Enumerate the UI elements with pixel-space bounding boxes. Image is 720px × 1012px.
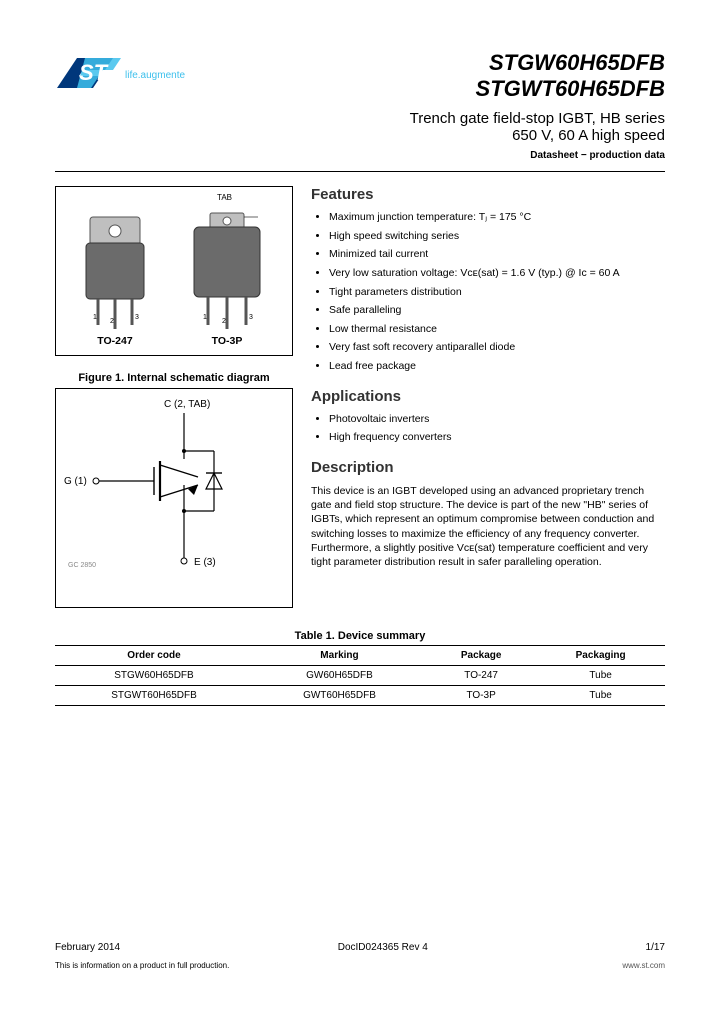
svg-text:ST: ST xyxy=(79,60,109,85)
table-cell: TO-247 xyxy=(426,666,536,686)
table-header-cell: Packaging xyxy=(536,646,665,666)
footer-site: www.st.com xyxy=(622,961,665,970)
footer-page: 1/17 xyxy=(646,942,665,953)
feature-item: Lead free package xyxy=(329,360,665,374)
svg-text:GC 2850: GC 2850 xyxy=(68,562,96,569)
table-cell: STGWT60H65DFB xyxy=(55,686,253,706)
feature-item: Safe paralleling xyxy=(329,304,665,318)
features-heading: Features xyxy=(311,186,665,203)
svg-text:2: 2 xyxy=(222,318,226,325)
header: ST life.augmented STGW60H65DFB STGWT60H6… xyxy=(55,50,665,102)
part-number-2: STGWT60H65DFB xyxy=(476,76,665,102)
right-column: Features Maximum junction temperature: T… xyxy=(311,186,665,608)
table1-caption: Table 1. Device summary xyxy=(55,630,665,642)
feature-item: Low thermal resistance xyxy=(329,323,665,337)
svg-text:1: 1 xyxy=(203,314,207,321)
subtitle-line-2: 650 V, 60 A high speed xyxy=(55,127,665,144)
tab-label: TAB xyxy=(217,193,232,202)
device-summary-table: Order codeMarkingPackagePackaging STGW60… xyxy=(55,645,665,706)
table-cell: TO-3P xyxy=(426,686,536,706)
footer-docid: DocID024365 Rev 4 xyxy=(338,942,428,953)
subtitle-line-1: Trench gate field-stop IGBT, HB series xyxy=(55,110,665,127)
feature-item: Minimized tail current xyxy=(329,248,665,262)
table-row: STGWT60H65DFBGWT60H65DFBTO-3PTube xyxy=(55,686,665,706)
table-cell: STGW60H65DFB xyxy=(55,666,253,686)
svg-text:C (2, TAB): C (2, TAB) xyxy=(164,399,210,410)
page-footer: February 2014 DocID024365 Rev 4 1/17 Thi… xyxy=(55,942,665,970)
application-item: High frequency converters xyxy=(329,431,665,445)
feature-item: Very low saturation voltage: Vᴄᴇ(sat) = … xyxy=(329,267,665,281)
features-list: Maximum junction temperature: Tⱼ = 175 °… xyxy=(311,211,665,374)
feature-item: Very fast soft recovery antiparallel dio… xyxy=(329,341,665,355)
svg-text:3: 3 xyxy=(135,314,139,321)
package-figure: TAB 1 2 3 TO-247 xyxy=(55,186,293,356)
svg-text:2: 2 xyxy=(110,318,114,325)
description-heading: Description xyxy=(311,459,665,476)
feature-item: Tight parameters distribution xyxy=(329,286,665,300)
svg-text:life.augmented: life.augmented xyxy=(125,70,185,81)
table-header-cell: Marking xyxy=(253,646,426,666)
table-cell: GWT60H65DFB xyxy=(253,686,426,706)
table-header-cell: Order code xyxy=(55,646,253,666)
schematic-figure: C (2, TAB) G (1) xyxy=(55,388,293,608)
svg-text:E (3): E (3) xyxy=(194,557,216,568)
table-header-row: Order codeMarkingPackagePackaging xyxy=(55,646,665,666)
table-cell: Tube xyxy=(536,686,665,706)
table-header-cell: Package xyxy=(426,646,536,666)
svg-text:3: 3 xyxy=(249,314,253,321)
st-logo: ST life.augmented xyxy=(55,50,185,102)
part-number-block: STGW60H65DFB STGWT60H65DFB xyxy=(476,50,665,102)
footer-note: This is information on a product in full… xyxy=(55,961,229,970)
footer-date: February 2014 xyxy=(55,942,120,953)
package-to247: 1 2 3 TO-247 xyxy=(76,211,154,347)
application-item: Photovoltaic inverters xyxy=(329,413,665,427)
subtitle-block: Trench gate field-stop IGBT, HB series 6… xyxy=(55,110,665,161)
left-column: TAB 1 2 3 TO-247 xyxy=(55,186,293,608)
package-label-to3p: TO-3P xyxy=(212,335,243,347)
package-to3p: 1 2 3 TO-3P xyxy=(182,211,272,347)
divider xyxy=(55,171,665,172)
part-number-1: STGW60H65DFB xyxy=(476,50,665,76)
package-label-to247: TO-247 xyxy=(97,335,132,347)
feature-item: High speed switching series xyxy=(329,230,665,244)
svg-text:1: 1 xyxy=(93,314,97,321)
table-cell: Tube xyxy=(536,666,665,686)
applications-heading: Applications xyxy=(311,388,665,405)
main-columns: TAB 1 2 3 TO-247 xyxy=(55,186,665,608)
datasheet-label: Datasheet − production data xyxy=(55,150,665,161)
applications-list: Photovoltaic inverters High frequency con… xyxy=(311,413,665,445)
table-row: STGW60H65DFBGW60H65DFBTO-247Tube xyxy=(55,666,665,686)
figure1-caption: Figure 1. Internal schematic diagram xyxy=(55,372,293,384)
table-cell: GW60H65DFB xyxy=(253,666,426,686)
feature-item: Maximum junction temperature: Tⱼ = 175 °… xyxy=(329,211,665,225)
svg-text:G (1): G (1) xyxy=(64,476,87,487)
description-text: This device is an IGBT developed using a… xyxy=(311,484,665,569)
